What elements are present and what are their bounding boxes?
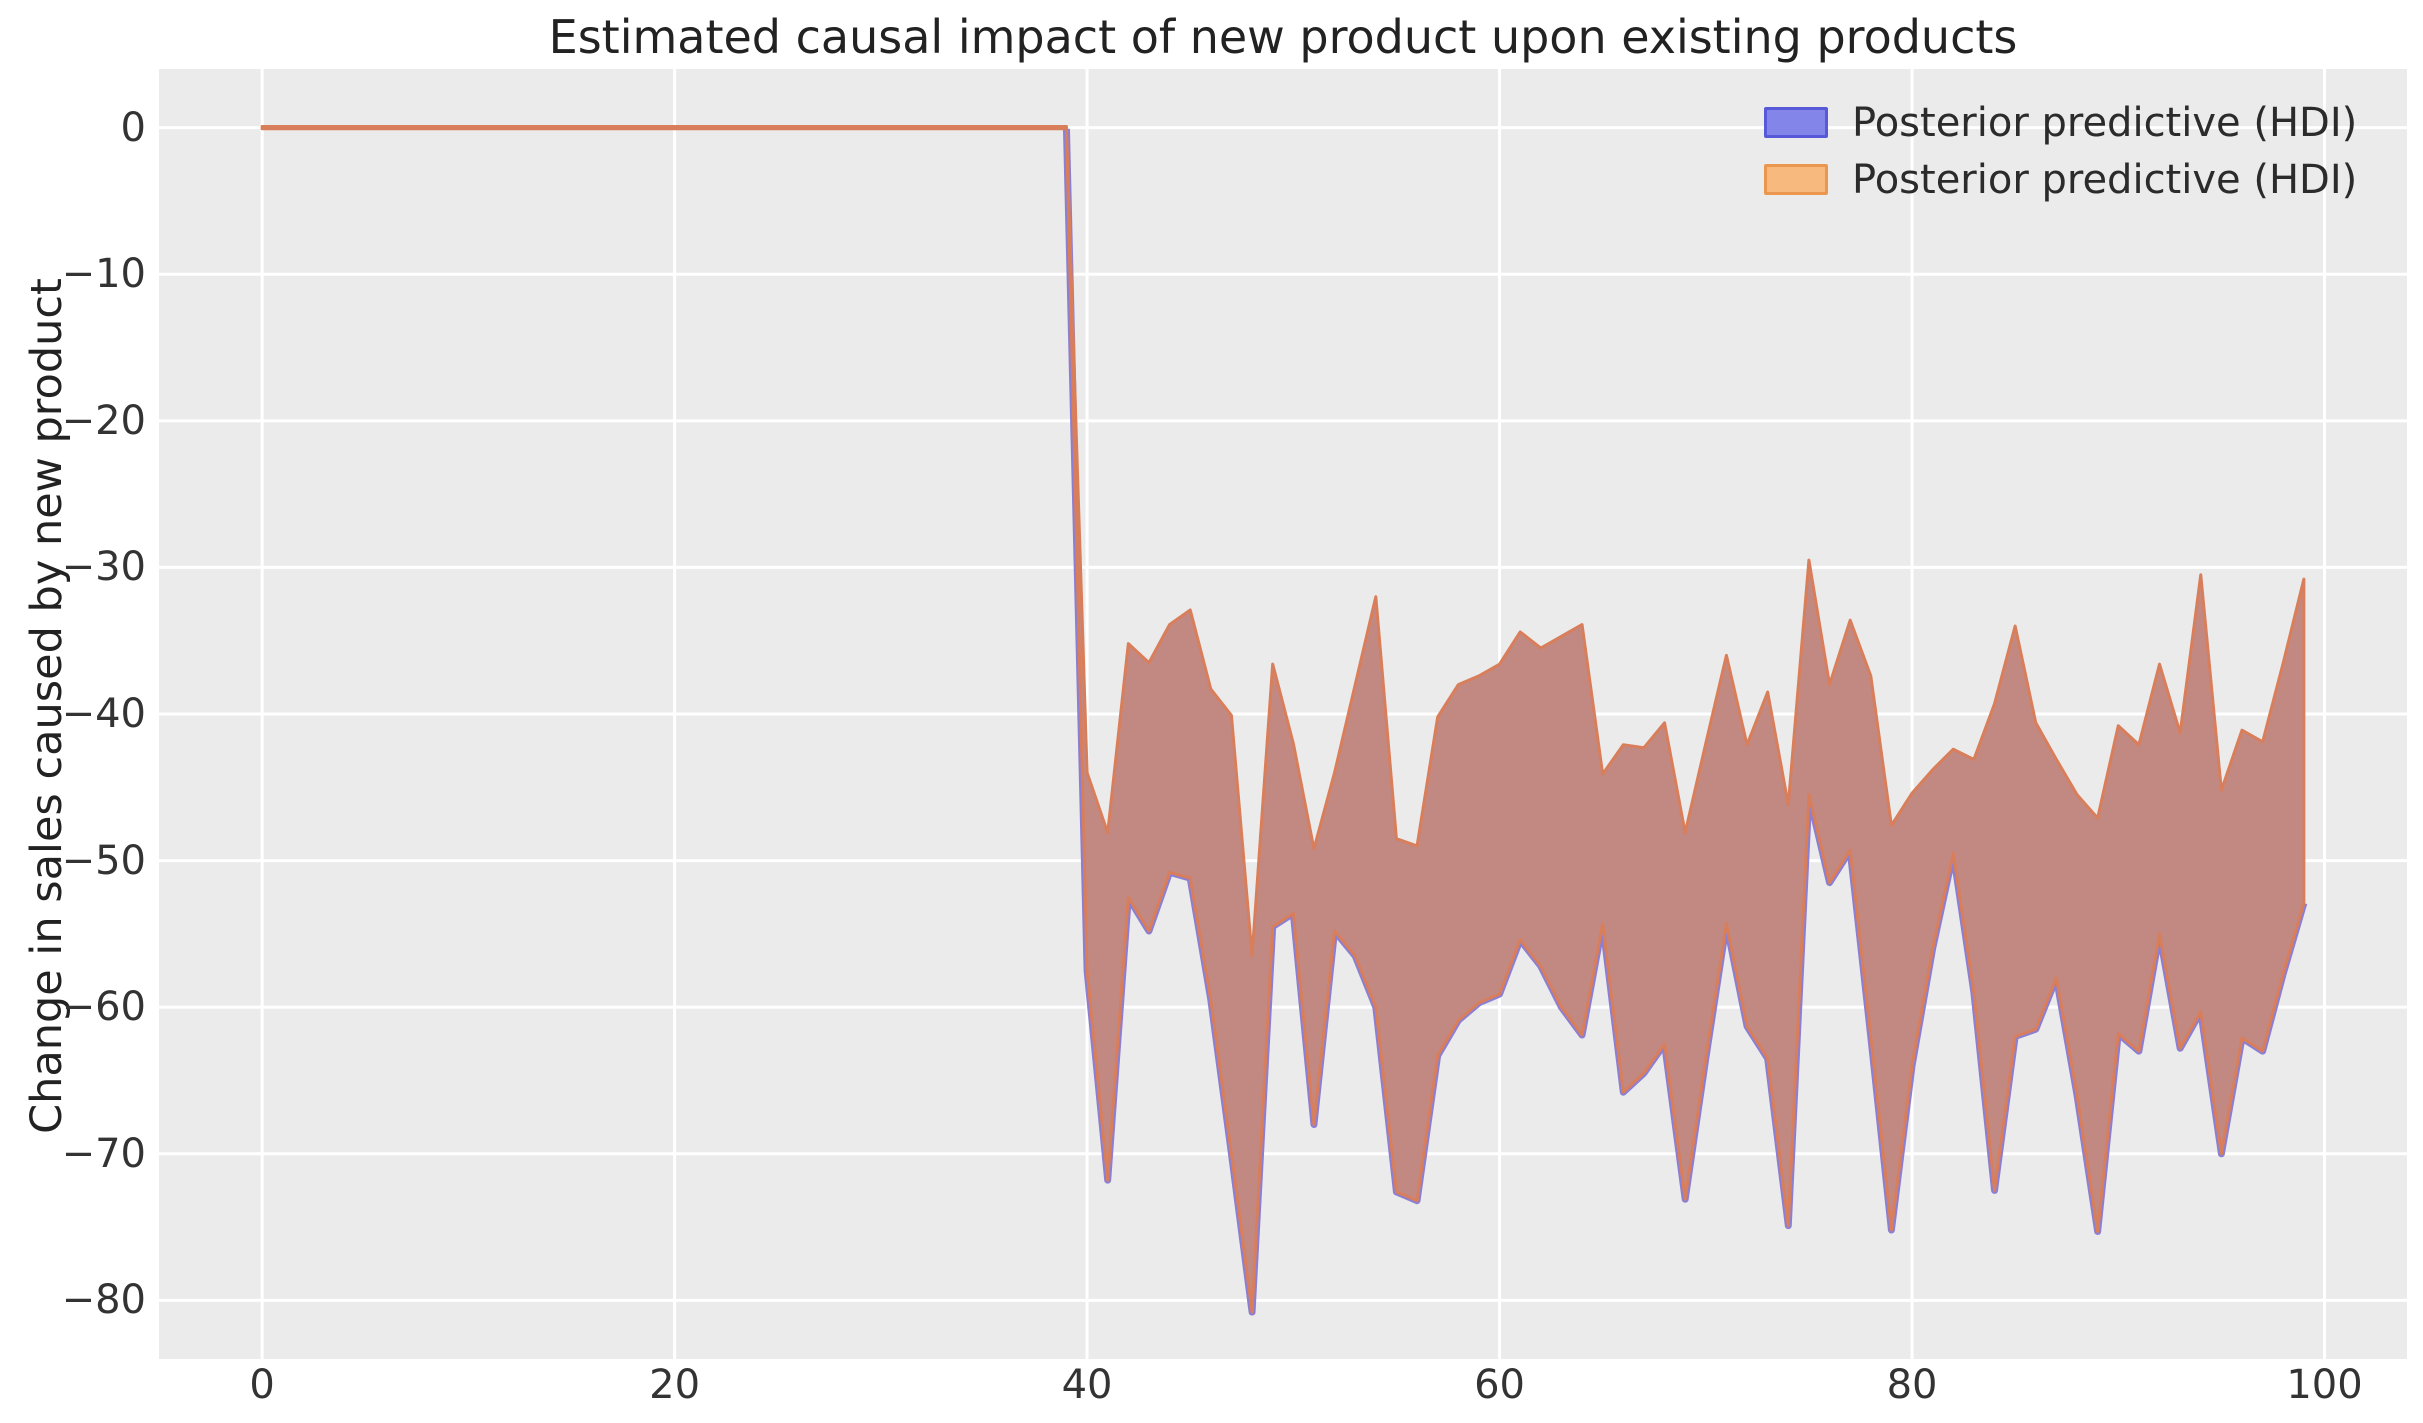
y-tick-label: −10 — [61, 251, 146, 298]
y-tick-label: −20 — [61, 397, 146, 444]
y-tick-label: −70 — [61, 1130, 146, 1177]
legend-label: Posterior predictive (HDI) — [1852, 156, 2358, 203]
legend-swatch-orange-icon — [1764, 164, 1828, 195]
legend-label: Posterior predictive (HDI) — [1852, 99, 2358, 146]
legend: Posterior predictive (HDI) Posterior pre… — [1764, 94, 2357, 208]
y-tick-label: −80 — [61, 1277, 146, 1324]
legend-item: Posterior predictive (HDI) — [1764, 151, 2357, 208]
y-tick-label: −60 — [61, 984, 146, 1031]
legend-swatch-blue-icon — [1764, 107, 1828, 138]
y-tick-label: −50 — [61, 837, 146, 884]
x-tick-label: 80 — [1886, 1362, 1938, 1408]
x-tick-label: 0 — [249, 1362, 275, 1408]
x-tick-label: 40 — [1061, 1362, 1113, 1408]
y-tick-label: −40 — [61, 691, 146, 737]
y-tick-label: −30 — [61, 544, 146, 591]
legend-item: Posterior predictive (HDI) — [1764, 94, 2357, 151]
y-tick-label: 0 — [120, 104, 146, 151]
x-tick-label: 100 — [2286, 1362, 2363, 1408]
x-tick-label: 60 — [1474, 1362, 1525, 1408]
chart-title: Estimated causal impact of new product u… — [548, 10, 2018, 64]
x-tick-label: 20 — [649, 1362, 701, 1408]
